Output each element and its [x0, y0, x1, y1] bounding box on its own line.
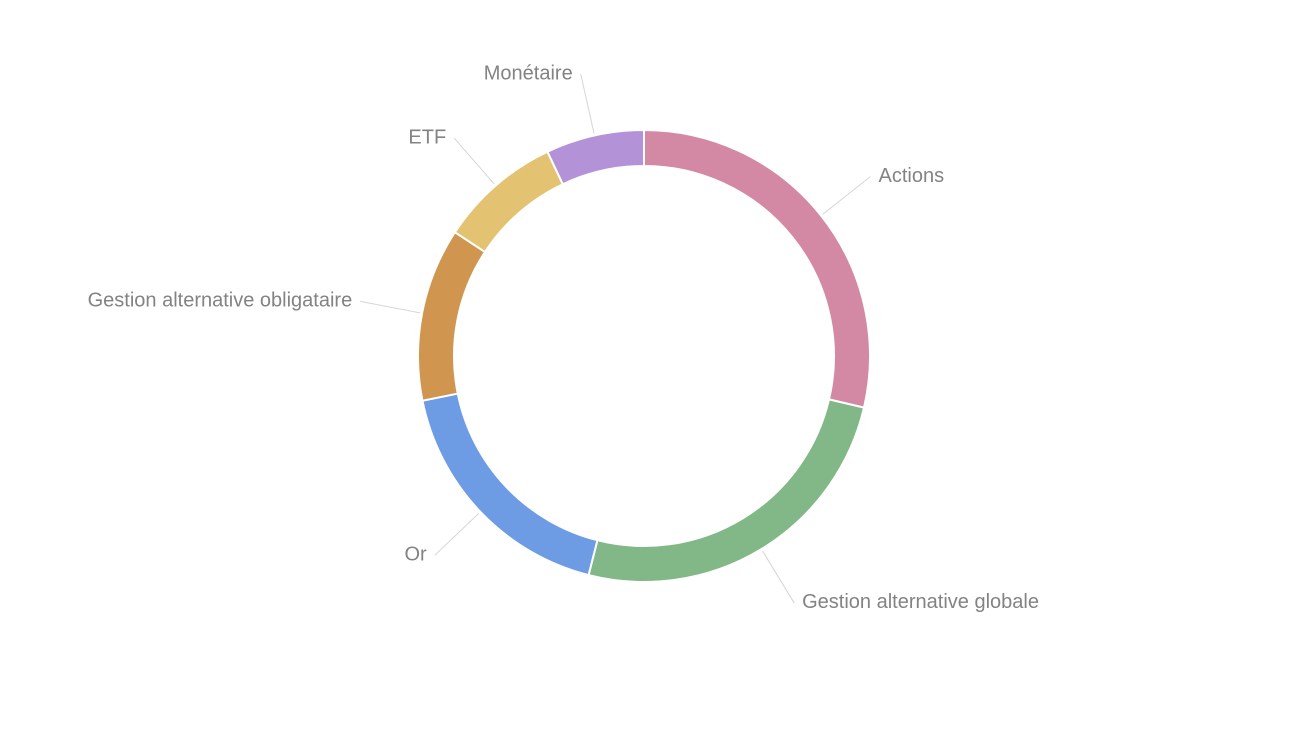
segment-label-gestion-alternative-globale: Gestion alternative globale	[802, 591, 1039, 613]
segment-monetaire[interactable]	[546, 128, 645, 186]
segment-label-gestion-alternative-obligataire: Gestion alternative obligataire	[88, 290, 353, 312]
leader-line-monetaire	[580, 73, 595, 134]
segment-etf[interactable]	[453, 150, 565, 254]
leader-line-or	[434, 512, 480, 556]
segment-label-monetaire: Monétaire	[484, 62, 573, 84]
segment-label-or: Or	[404, 544, 427, 566]
segment-gestion-alternative-globale[interactable]	[587, 398, 866, 583]
leader-line-etf	[453, 137, 495, 185]
segment-actions[interactable]	[643, 128, 871, 409]
leader-line-gestion-alternative-obligataire	[360, 300, 421, 314]
leader-line-actions	[822, 176, 871, 215]
segment-label-actions: Actions	[878, 165, 944, 187]
segment-gestion-alternative-obligataire[interactable]	[417, 230, 487, 402]
leader-line-gestion-alternative-globale	[762, 550, 795, 604]
segment-or[interactable]	[421, 392, 599, 577]
segment-label-etf: ETF	[408, 126, 446, 148]
